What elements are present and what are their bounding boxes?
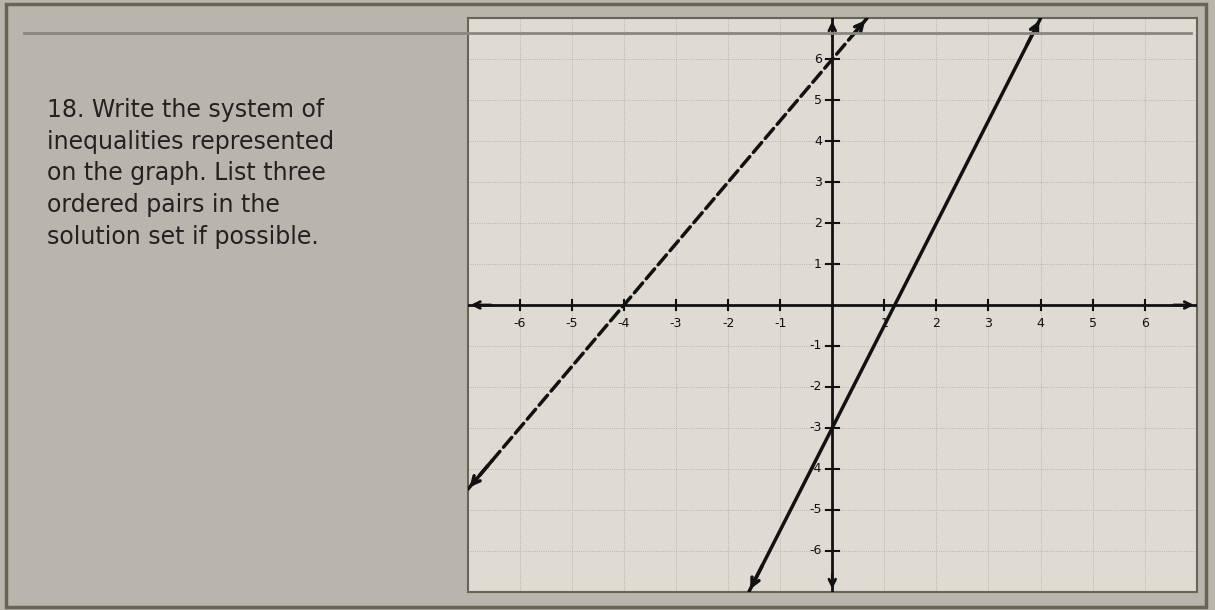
Text: -4: -4 bbox=[809, 462, 821, 475]
Text: -5: -5 bbox=[809, 503, 821, 516]
Text: 6: 6 bbox=[814, 52, 821, 66]
Text: -1: -1 bbox=[809, 339, 821, 353]
Text: -1: -1 bbox=[774, 317, 786, 330]
Text: -6: -6 bbox=[514, 317, 526, 330]
Text: 3: 3 bbox=[984, 317, 993, 330]
Text: 5: 5 bbox=[1089, 317, 1097, 330]
Text: 2: 2 bbox=[814, 217, 821, 229]
Text: 18. Write the system of
inequalities represented
on the graph. List three
ordere: 18. Write the system of inequalities rep… bbox=[47, 98, 334, 249]
Text: -6: -6 bbox=[809, 544, 821, 558]
Text: 5: 5 bbox=[814, 94, 821, 107]
Text: -2: -2 bbox=[722, 317, 734, 330]
Text: 2: 2 bbox=[932, 317, 940, 330]
Text: 4: 4 bbox=[814, 135, 821, 148]
Text: 6: 6 bbox=[1141, 317, 1148, 330]
Text: -4: -4 bbox=[617, 317, 631, 330]
Text: -3: -3 bbox=[669, 317, 683, 330]
Text: -3: -3 bbox=[809, 422, 821, 434]
Text: 4: 4 bbox=[1036, 317, 1045, 330]
Text: 1: 1 bbox=[881, 317, 888, 330]
Text: -5: -5 bbox=[566, 317, 578, 330]
Text: 1: 1 bbox=[814, 257, 821, 271]
Text: 3: 3 bbox=[814, 176, 821, 188]
Text: -2: -2 bbox=[809, 381, 821, 393]
